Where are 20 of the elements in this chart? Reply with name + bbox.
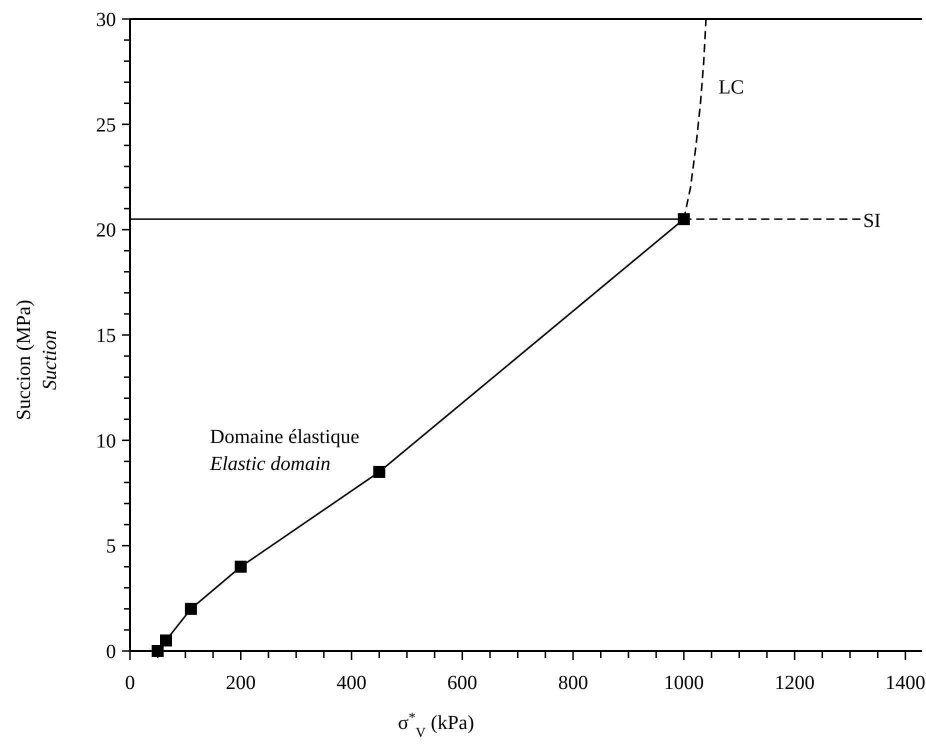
x-tick-label: 200 — [226, 672, 256, 694]
series-label: SI — [863, 210, 881, 232]
x-tick-label: 600 — [447, 672, 478, 694]
annotation: Domaine élastique Elastic domain — [209, 426, 360, 475]
y-tick-label: 25 — [96, 114, 116, 136]
y-tick-label: 0 — [106, 641, 116, 663]
y-axis-title: Succion (MPa) Suction — [13, 300, 61, 420]
y-tick-label: 20 — [96, 220, 116, 242]
y-tick-label: 10 — [96, 430, 116, 452]
y-tick-label: 5 — [106, 536, 116, 558]
x-tick-label: 1400 — [885, 672, 926, 694]
x-tick-label: 0 — [125, 672, 135, 694]
y-tick-label: 30 — [96, 9, 116, 31]
x-axis-title: σ$^{*}$$_{V}$ (kPa) — [398, 710, 474, 740]
x-tick-label: 400 — [336, 672, 367, 694]
series-label: LC — [718, 76, 744, 98]
x-tick-label: 800 — [558, 672, 588, 694]
x-tick-label: 1200 — [774, 672, 815, 694]
x-tick-label: 1000 — [664, 672, 704, 694]
y-tick-label: 15 — [96, 325, 116, 347]
